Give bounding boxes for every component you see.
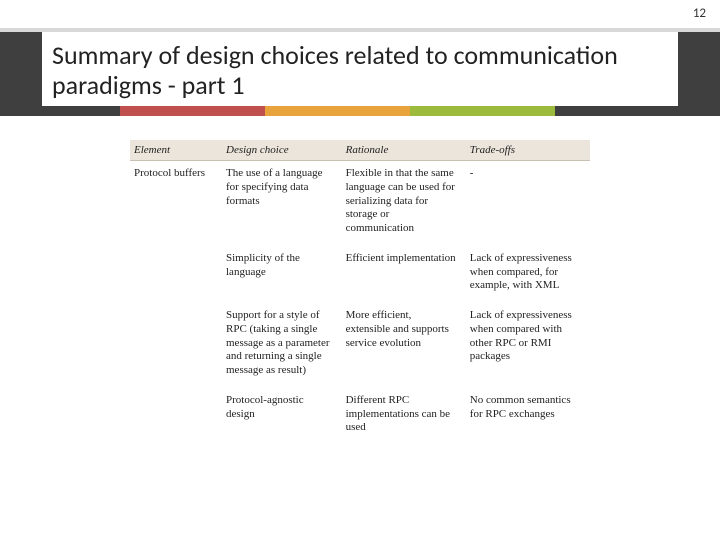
table-cell-element: Protocol buffers [130, 161, 222, 246]
table-row: Simplicity of the languageEfficient impl… [130, 246, 590, 303]
table-row: Protocol buffersThe use of a language fo… [130, 161, 590, 246]
table-cell-tradeoffs: No common semantics for RPC exchanges [466, 388, 590, 445]
header-main: Summary of design choices related to com… [0, 32, 720, 106]
col-design-choice: Design choice [222, 140, 342, 161]
table-cell-tradeoffs: - [466, 161, 590, 246]
color-segment [410, 106, 555, 116]
table-cell-design_choice: Protocol-agnostic design [222, 388, 342, 445]
design-table: Element Design choice Rationale Trade-of… [130, 140, 590, 445]
table-cell-rationale: Efficient implementation [342, 246, 466, 303]
color-segment [0, 106, 120, 116]
header-band: Summary of design choices related to com… [0, 28, 720, 116]
col-tradeoffs: Trade-offs [466, 140, 590, 161]
color-segment [555, 106, 720, 116]
table-cell-design_choice: The use of a language for specifying dat… [222, 161, 342, 246]
table-cell-tradeoffs: Lack of expressiveness when compared, fo… [466, 246, 590, 303]
col-rationale: Rationale [342, 140, 466, 161]
table-cell-element [130, 246, 222, 303]
table-cell-rationale: More efficient, extensible and supports … [342, 303, 466, 388]
table-cell-design_choice: Support for a style of RPC (taking a sin… [222, 303, 342, 388]
table-cell-element [130, 303, 222, 388]
page-number: 12 [693, 6, 706, 21]
table-header-row: Element Design choice Rationale Trade-of… [130, 140, 590, 161]
table-row: Support for a style of RPC (taking a sin… [130, 303, 590, 388]
slide-title: Summary of design choices related to com… [52, 41, 668, 101]
table-cell-tradeoffs: Lack of expressiveness when compared wit… [466, 303, 590, 388]
color-segment [120, 106, 265, 116]
table-cell-element [130, 388, 222, 445]
table-row: Protocol-agnostic designDifferent RPC im… [130, 388, 590, 445]
table-cell-design_choice: Simplicity of the language [222, 246, 342, 303]
color-strip [0, 106, 720, 116]
table-cell-rationale: Flexible in that the same language can b… [342, 161, 466, 246]
color-segment [265, 106, 410, 116]
table-cell-rationale: Different RPC implementations can be use… [342, 388, 466, 445]
col-element: Element [130, 140, 222, 161]
